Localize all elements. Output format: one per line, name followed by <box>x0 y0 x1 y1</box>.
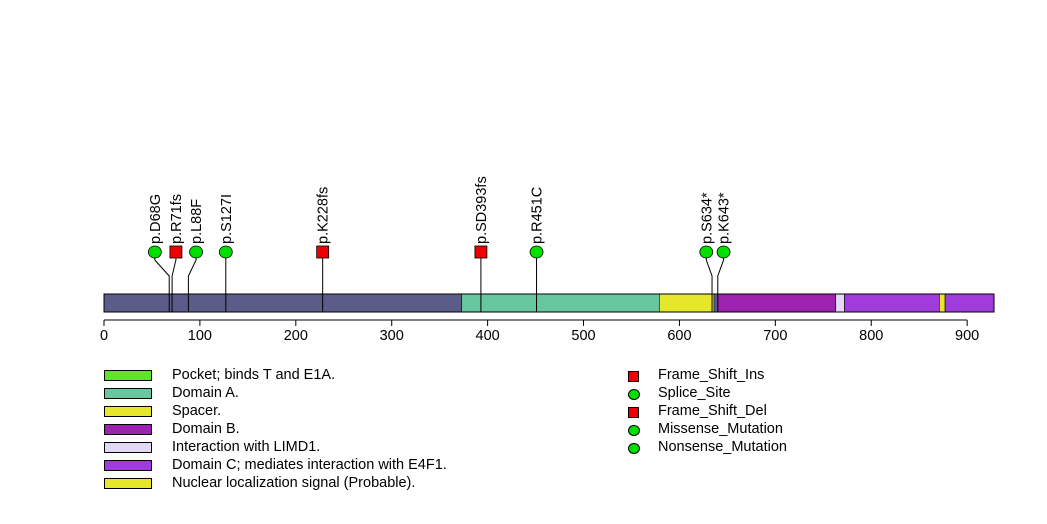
mutation-legend-label: Splice_Site <box>658 385 731 401</box>
circle-marker-icon <box>628 443 640 454</box>
x-tick-label-5: 500 <box>571 328 595 344</box>
mutation-legend-label: Nonsense_Mutation <box>658 439 787 455</box>
mutation-marker-0 <box>147 245 162 259</box>
x-tick-label-9: 900 <box>955 328 979 344</box>
domain-2 <box>717 293 837 313</box>
x-tick-label-0: 0 <box>100 328 108 344</box>
x-axis: 0 100 200 300 400 500 600 700 800 900 <box>100 319 979 344</box>
x-tick-label-7: 700 <box>763 328 787 344</box>
mutation-marker-7 <box>699 245 714 259</box>
x-tick-label-6: 600 <box>667 328 691 344</box>
mutation-legend-label: Frame_Shift_Del <box>658 403 767 419</box>
protein-outline <box>103 293 995 313</box>
mutation-label-5: p.SD393fs <box>474 176 490 244</box>
domain-1 <box>658 293 715 313</box>
x-tick-label-1: 100 <box>188 328 212 344</box>
domain-5 <box>939 293 946 313</box>
mutation-marker-1 <box>169 245 183 259</box>
square-marker-icon <box>628 371 639 382</box>
domain-4 <box>844 293 940 313</box>
x-tick-label-3: 300 <box>380 328 404 344</box>
x-tick-label-4: 400 <box>476 328 500 344</box>
domain-legend-label: Pocket; binds T and E1A. <box>172 367 336 383</box>
domain-legend-label: Domain A. <box>172 385 239 401</box>
mutation-legend-label: Missense_Mutation <box>658 421 783 437</box>
mutation-marker-2 <box>189 245 203 259</box>
domain-legend-swatch <box>104 442 152 453</box>
domain-legend-swatch <box>104 424 152 435</box>
x-tick-label-8: 800 <box>859 328 883 344</box>
mutation-label-0: p.D68G <box>148 194 164 244</box>
mutation-marker-6 <box>529 245 544 259</box>
mutation-label-7: p.S634* <box>699 192 715 244</box>
domain-legend-swatch <box>104 460 152 471</box>
mutation-markers-group <box>147 245 731 259</box>
mutation-marker-5 <box>474 245 488 259</box>
mutation-label-1: p.R71fs <box>169 194 185 244</box>
mutation-marker-4 <box>316 245 330 259</box>
x-tick-label-2: 200 <box>284 328 308 344</box>
domain-legend-swatch <box>104 406 152 417</box>
domain-legend-swatch <box>104 478 152 489</box>
domain-legend-label: Interaction with LIMD1. <box>172 439 321 455</box>
domain-0 <box>461 293 660 313</box>
mutation-label-3: p.S127I <box>219 194 235 244</box>
mutation-label-2: p.L88F <box>189 199 205 244</box>
mutation-label-4: p.K228fs <box>316 187 332 244</box>
domain-legend-label: Domain C; mediates interaction with E4F1… <box>172 457 447 473</box>
mutation-label-8: p.K643* <box>717 192 733 244</box>
domain-legend-label: Domain B. <box>172 421 240 437</box>
square-marker-icon <box>628 407 639 418</box>
domain-legend: Pocket; binds T and E1A. Domain A. Spacer.… <box>104 367 574 498</box>
mutation-legend: Frame_Shift_Ins Splice_Site Frame_Shift_De… <box>628 367 888 468</box>
mutation-labels-group: p.D68G p.R71fs p.L88F p.S127I p.K228fs p.SD39… <box>148 176 733 244</box>
domain-legend-swatch <box>104 370 152 381</box>
domain-legend-label: Nuclear localization signal (Probable). <box>172 475 416 491</box>
domain-legend-swatch <box>104 388 152 399</box>
circle-marker-icon <box>628 425 640 436</box>
mutation-legend-label: Frame_Shift_Ins <box>658 367 765 383</box>
circle-marker-icon <box>628 389 640 400</box>
domain-group <box>103 293 995 313</box>
domain-6 <box>944 293 995 313</box>
mutation-marker-3 <box>218 245 233 259</box>
mutation-marker-8 <box>716 245 731 259</box>
domain-legend-label: Spacer. <box>172 403 222 419</box>
mutation-label-6: p.R451C <box>530 187 546 244</box>
domain-3 <box>835 293 845 313</box>
